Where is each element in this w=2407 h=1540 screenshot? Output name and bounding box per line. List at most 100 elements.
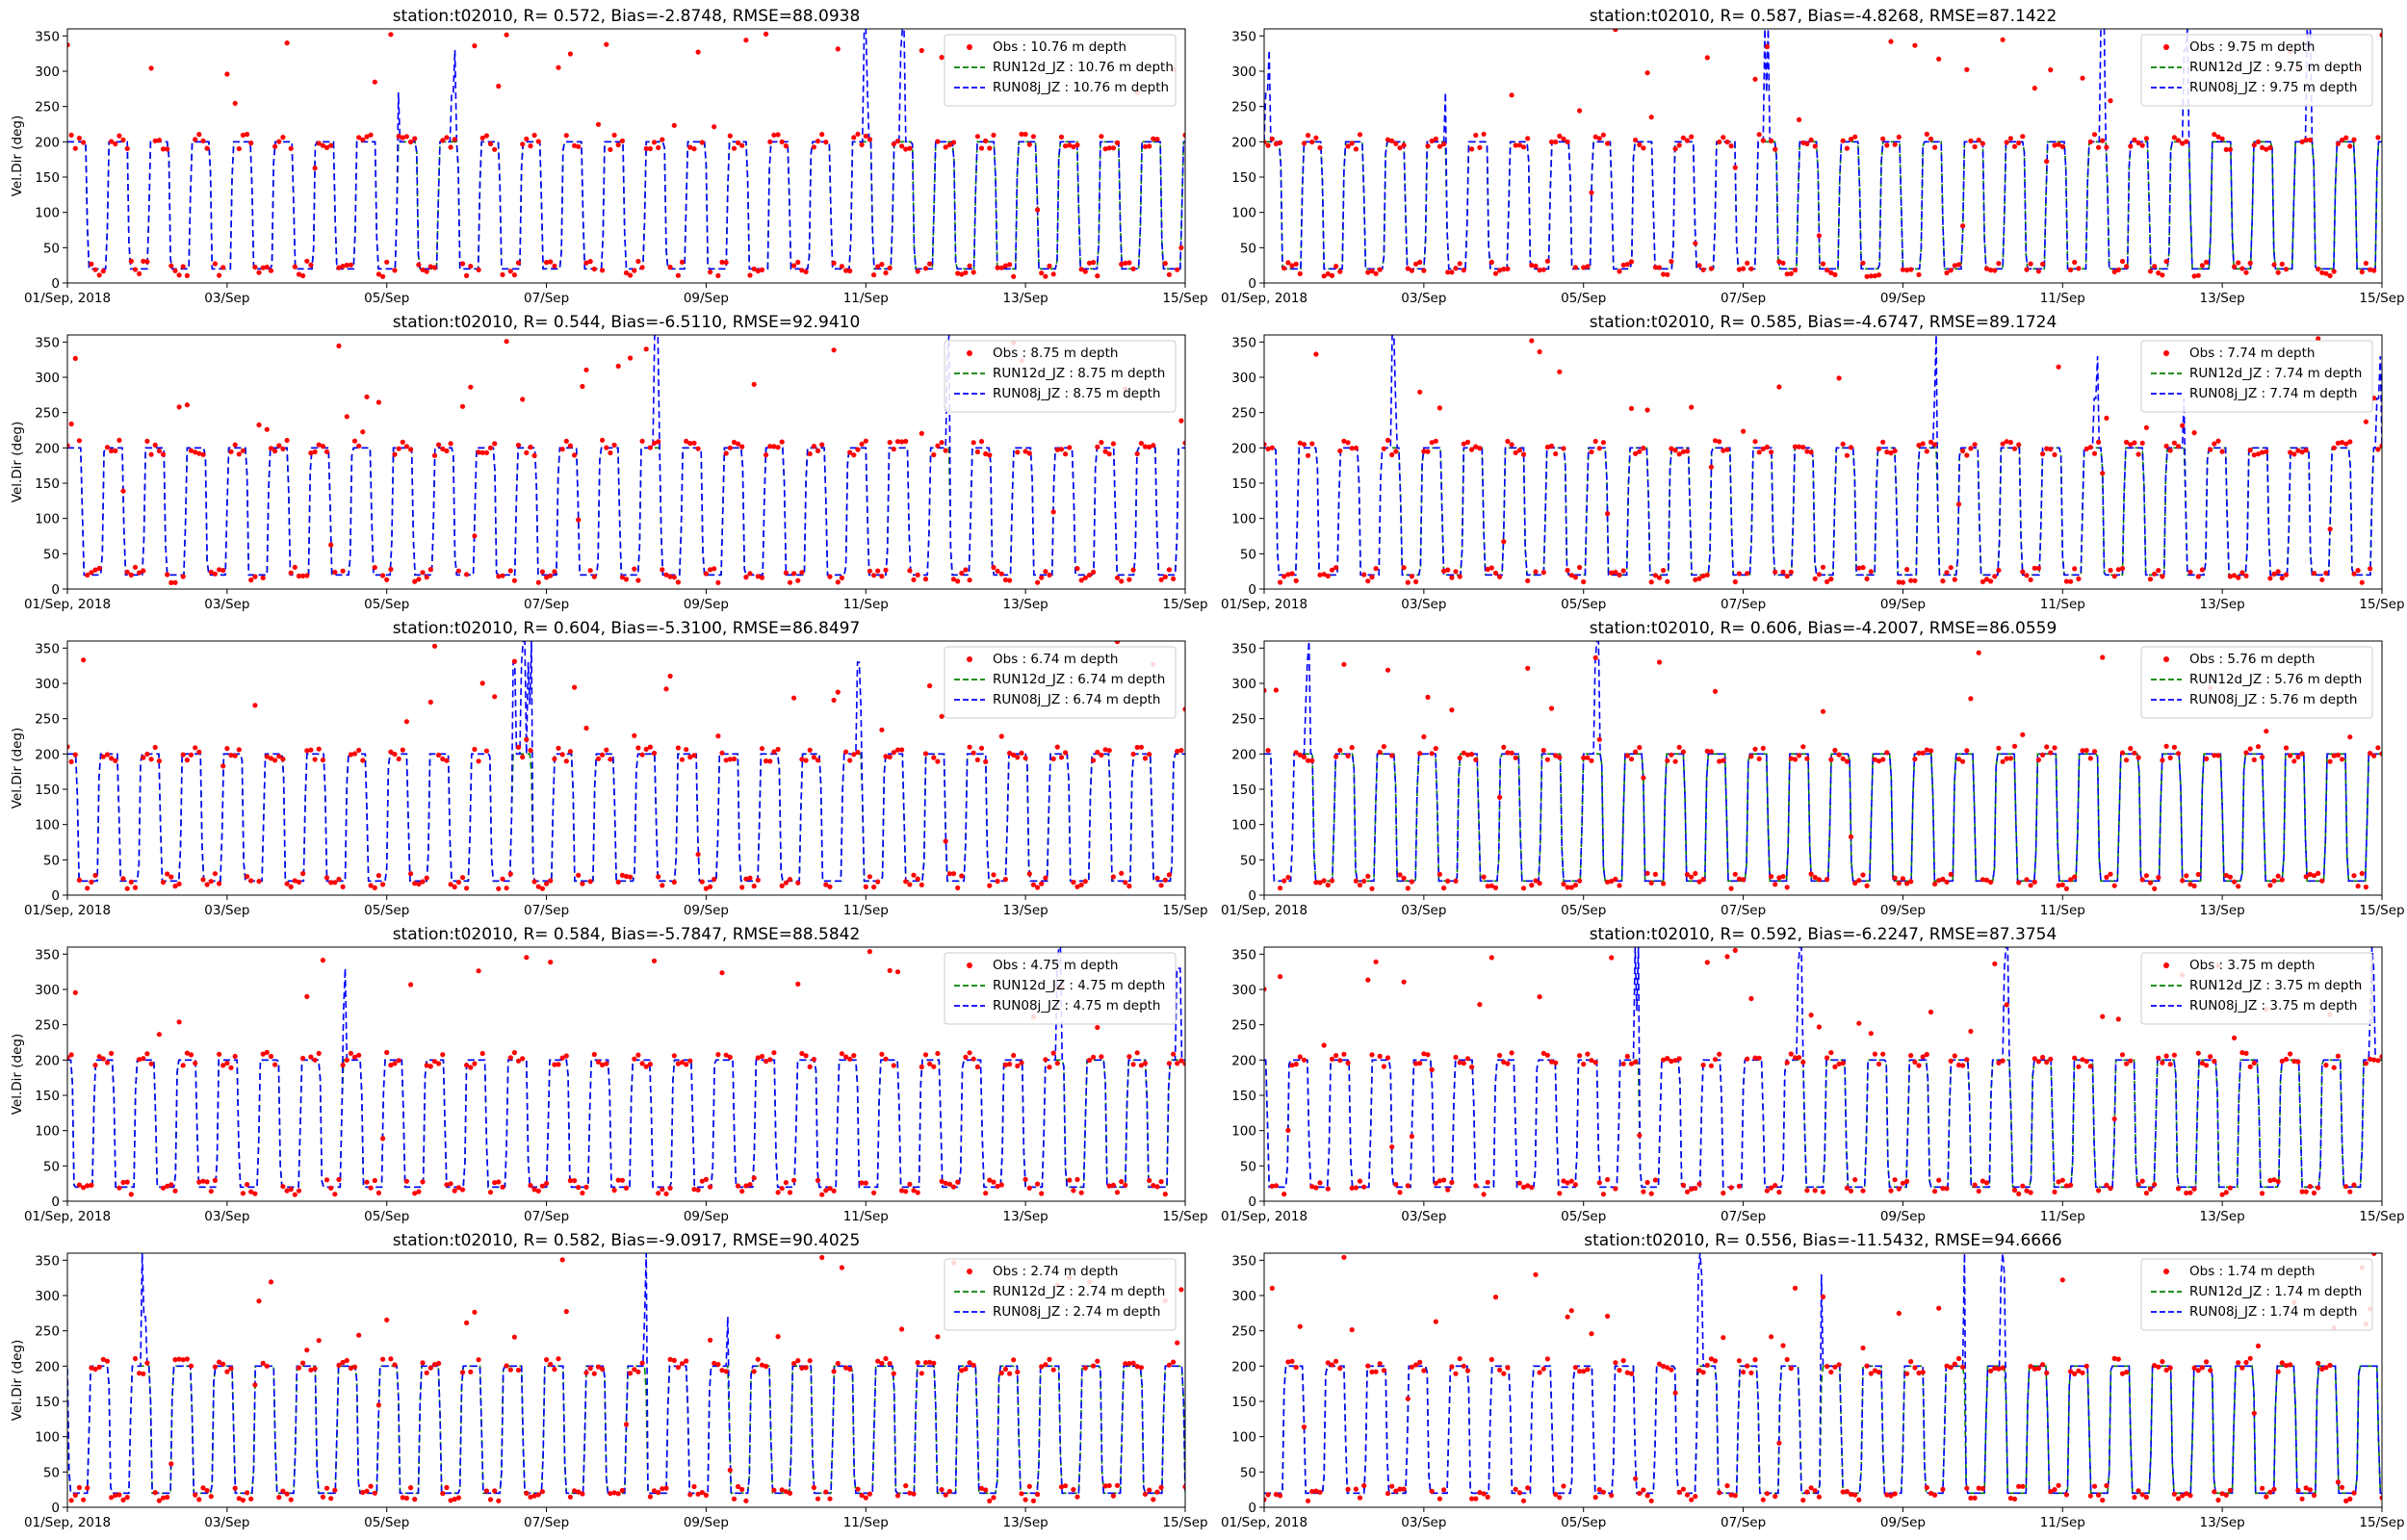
obs-point <box>1844 758 1850 764</box>
obs-point <box>1513 1486 1518 1492</box>
obs-point <box>663 572 669 578</box>
obs-point <box>987 452 993 458</box>
obs-point <box>1888 1493 1894 1499</box>
obs-point <box>1325 270 1331 277</box>
obs-point <box>719 970 725 976</box>
obs-point <box>2111 574 2117 579</box>
obs-point <box>1385 1055 1391 1061</box>
obs-point <box>2128 143 2134 149</box>
obs-point <box>420 267 426 272</box>
obs-point <box>1265 446 1271 451</box>
obs-point <box>927 261 933 267</box>
obs-point <box>2011 143 2018 149</box>
obs-point <box>1281 574 1287 579</box>
obs-point <box>971 440 976 446</box>
obs-point <box>1050 1367 1056 1373</box>
obs-point <box>2048 447 2054 452</box>
obs-point <box>1067 142 1073 148</box>
obs-point <box>416 881 422 887</box>
obs-point <box>1581 265 1587 270</box>
obs-point <box>535 884 541 889</box>
obs-point <box>799 570 805 576</box>
obs-point <box>1589 1331 1594 1337</box>
obs-point <box>400 1495 405 1501</box>
obs-point <box>1708 749 1714 755</box>
obs-point <box>1968 1495 1974 1501</box>
obs-point <box>2275 270 2281 275</box>
obs-point <box>1345 753 1351 759</box>
obs-point <box>92 1063 98 1068</box>
obs-point <box>1948 1058 1954 1064</box>
y-tick-label: 50 <box>1240 241 1256 256</box>
obs-point <box>1047 1065 1052 1070</box>
obs-point <box>959 271 965 277</box>
obs-point <box>420 879 426 885</box>
obs-point <box>576 143 582 149</box>
obs-point <box>2007 1496 2013 1502</box>
obs-point <box>141 755 146 760</box>
obs-point <box>639 265 645 270</box>
obs-point <box>2204 756 2210 762</box>
obs-point <box>1684 1492 1691 1498</box>
obs-point <box>1577 108 1583 114</box>
obs-point <box>148 451 154 457</box>
obs-point <box>1520 1184 1527 1190</box>
obs-point <box>81 1185 87 1191</box>
obs-point <box>1421 733 1427 740</box>
obs-point <box>787 1190 793 1195</box>
obs-point <box>248 141 254 146</box>
obs-point <box>1669 752 1674 757</box>
obs-point <box>245 1490 250 1496</box>
obs-point <box>2076 266 2082 271</box>
obs-point <box>1908 578 1914 583</box>
obs-point <box>1609 1493 1615 1499</box>
obs-point <box>887 1361 893 1367</box>
obs-point <box>1433 746 1438 752</box>
obs-point <box>1721 135 1726 141</box>
obs-point <box>2167 755 2173 761</box>
obs-point <box>1648 115 1654 120</box>
obs-point <box>727 1054 733 1060</box>
obs-point <box>799 1050 805 1057</box>
obs-point <box>1078 882 1084 887</box>
obs-point <box>137 1057 142 1063</box>
obs-point <box>2068 578 2074 584</box>
obs-point <box>1589 757 1594 763</box>
obs-point <box>487 1497 494 1502</box>
obs-point <box>2087 756 2093 761</box>
obs-point <box>2111 883 2117 888</box>
obs-point <box>875 1358 881 1364</box>
obs-point <box>85 572 91 578</box>
obs-point <box>695 852 701 858</box>
obs-point <box>1405 886 1411 891</box>
obs-point <box>615 879 621 886</box>
obs-point <box>1099 134 1104 140</box>
obs-point <box>85 886 91 891</box>
obs-point <box>1548 139 1555 145</box>
obs-point <box>2044 1370 2050 1375</box>
obs-point <box>899 1188 905 1194</box>
obs-point <box>288 145 294 151</box>
obs-point <box>1856 1020 1862 1026</box>
obs-point <box>1804 141 1810 146</box>
obs-point <box>894 969 901 975</box>
plot-area <box>1264 641 2382 891</box>
x-tick-label: 09/Sep <box>684 597 729 612</box>
y-tick-label: 250 <box>35 1324 60 1340</box>
obs-point <box>1680 749 1686 755</box>
obs-point <box>1724 447 1730 452</box>
obs-point <box>344 1357 349 1364</box>
obs-point <box>2255 1343 2262 1348</box>
obs-point <box>165 146 170 152</box>
obs-point <box>1769 1185 1774 1191</box>
obs-point <box>1417 751 1423 757</box>
obs-point <box>1429 1066 1435 1072</box>
x-tick-label: 15/Sep <box>1162 291 1207 306</box>
obs-point <box>1983 877 1990 884</box>
obs-point <box>196 1179 202 1185</box>
obs-point <box>2076 576 2082 582</box>
obs-point <box>483 1488 489 1494</box>
obs-point <box>1043 1362 1048 1368</box>
obs-point <box>1445 270 1451 275</box>
obs-point <box>871 272 877 278</box>
